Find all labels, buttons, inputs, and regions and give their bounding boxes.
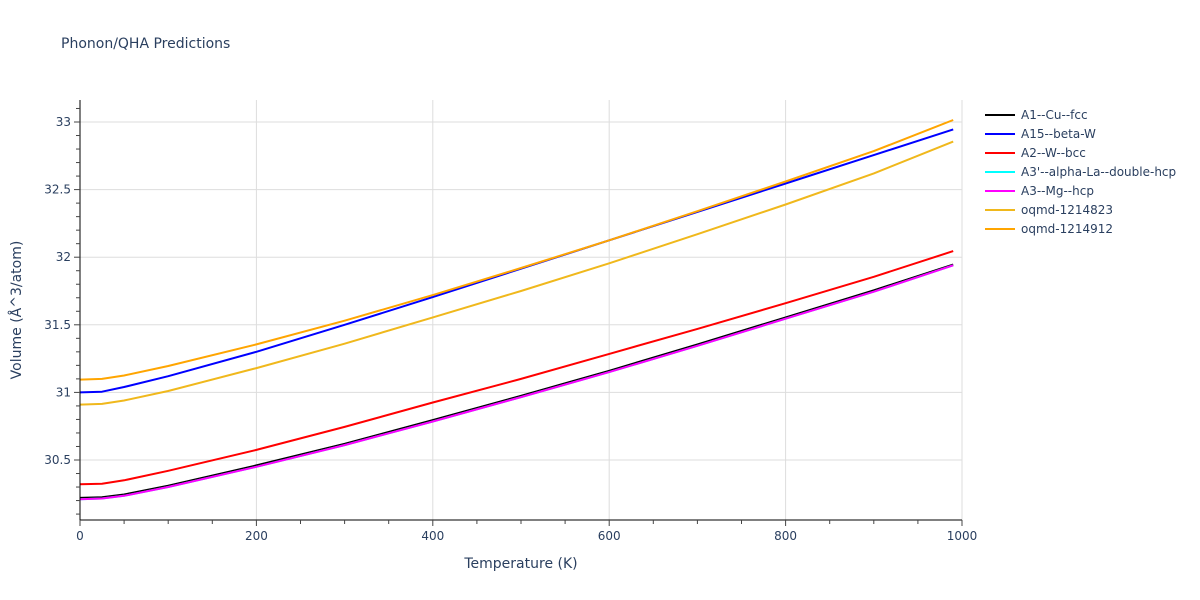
- series-line[interactable]: [79, 140, 954, 406]
- gridlines: [80, 100, 963, 520]
- y-tick-label: 32.5: [44, 183, 71, 197]
- x-tick-label: 1000: [947, 529, 978, 543]
- legend-label: oqmd-1214912: [1021, 221, 1114, 236]
- legend-item[interactable]: oqmd-1214912: [985, 219, 1176, 238]
- x-tick-label: 400: [421, 529, 444, 543]
- x-tick-label: 0: [76, 529, 84, 543]
- y-tick-label: 32: [56, 250, 71, 264]
- legend-item[interactable]: A1--Cu--fcc: [985, 105, 1176, 124]
- legend-line-swatch-icon: [985, 151, 1015, 154]
- legend-item[interactable]: A3--Mg--hcp: [985, 181, 1176, 200]
- series-line[interactable]: [79, 119, 954, 381]
- legend-item[interactable]: A3'--alpha-La--double-hcp: [985, 162, 1176, 181]
- legend-label: A3--Mg--hcp: [1021, 183, 1094, 198]
- series-line[interactable]: [79, 128, 954, 394]
- y-tick-label: 33: [56, 115, 71, 129]
- legend-label: oqmd-1214823: [1021, 202, 1114, 217]
- series-line[interactable]: [79, 264, 954, 501]
- y-tick-label: 31.5: [44, 318, 71, 332]
- legend-line-swatch-icon: [985, 189, 1015, 192]
- x-tick-label: 600: [598, 529, 621, 543]
- x-axis-title: Temperature (K): [463, 556, 577, 572]
- x-tick-label: 200: [245, 529, 268, 543]
- series-line[interactable]: [79, 263, 954, 499]
- legend-label: A1--Cu--fcc: [1021, 107, 1088, 122]
- legend-line-swatch-icon: [985, 170, 1015, 173]
- legend-line-swatch-icon: [985, 113, 1015, 116]
- x-tick-label: 800: [774, 529, 797, 543]
- chart-title: Phonon/QHA Predictions: [61, 36, 231, 52]
- legend-line-swatch-icon: [985, 132, 1015, 135]
- legend-item[interactable]: A2--W--bcc: [985, 143, 1176, 162]
- y-axis-title: Volume (Å^3/atom): [8, 241, 25, 380]
- legend-item[interactable]: oqmd-1214823: [985, 200, 1176, 219]
- legend-label: A15--beta-W: [1021, 126, 1096, 141]
- legend-line-swatch-icon: [985, 208, 1015, 211]
- legend-item[interactable]: A15--beta-W: [985, 124, 1176, 143]
- legend-label: A2--W--bcc: [1021, 145, 1086, 160]
- y-tick-label: 31: [56, 385, 71, 399]
- axes: 0 200 400 600 800 1000 30.5 31 31.5 32 32.5 33: [44, 100, 977, 543]
- legend: A1--Cu--fcc A15--beta-W A2--W--bcc A3'--alp…: [985, 105, 1176, 238]
- series-line[interactable]: [79, 264, 954, 501]
- series-lines: [79, 119, 954, 501]
- y-tick-label: 30.5: [44, 453, 71, 467]
- legend-line-swatch-icon: [985, 227, 1015, 230]
- legend-label: A3'--alpha-La--double-hcp: [1021, 164, 1177, 179]
- series-line[interactable]: [79, 250, 954, 486]
